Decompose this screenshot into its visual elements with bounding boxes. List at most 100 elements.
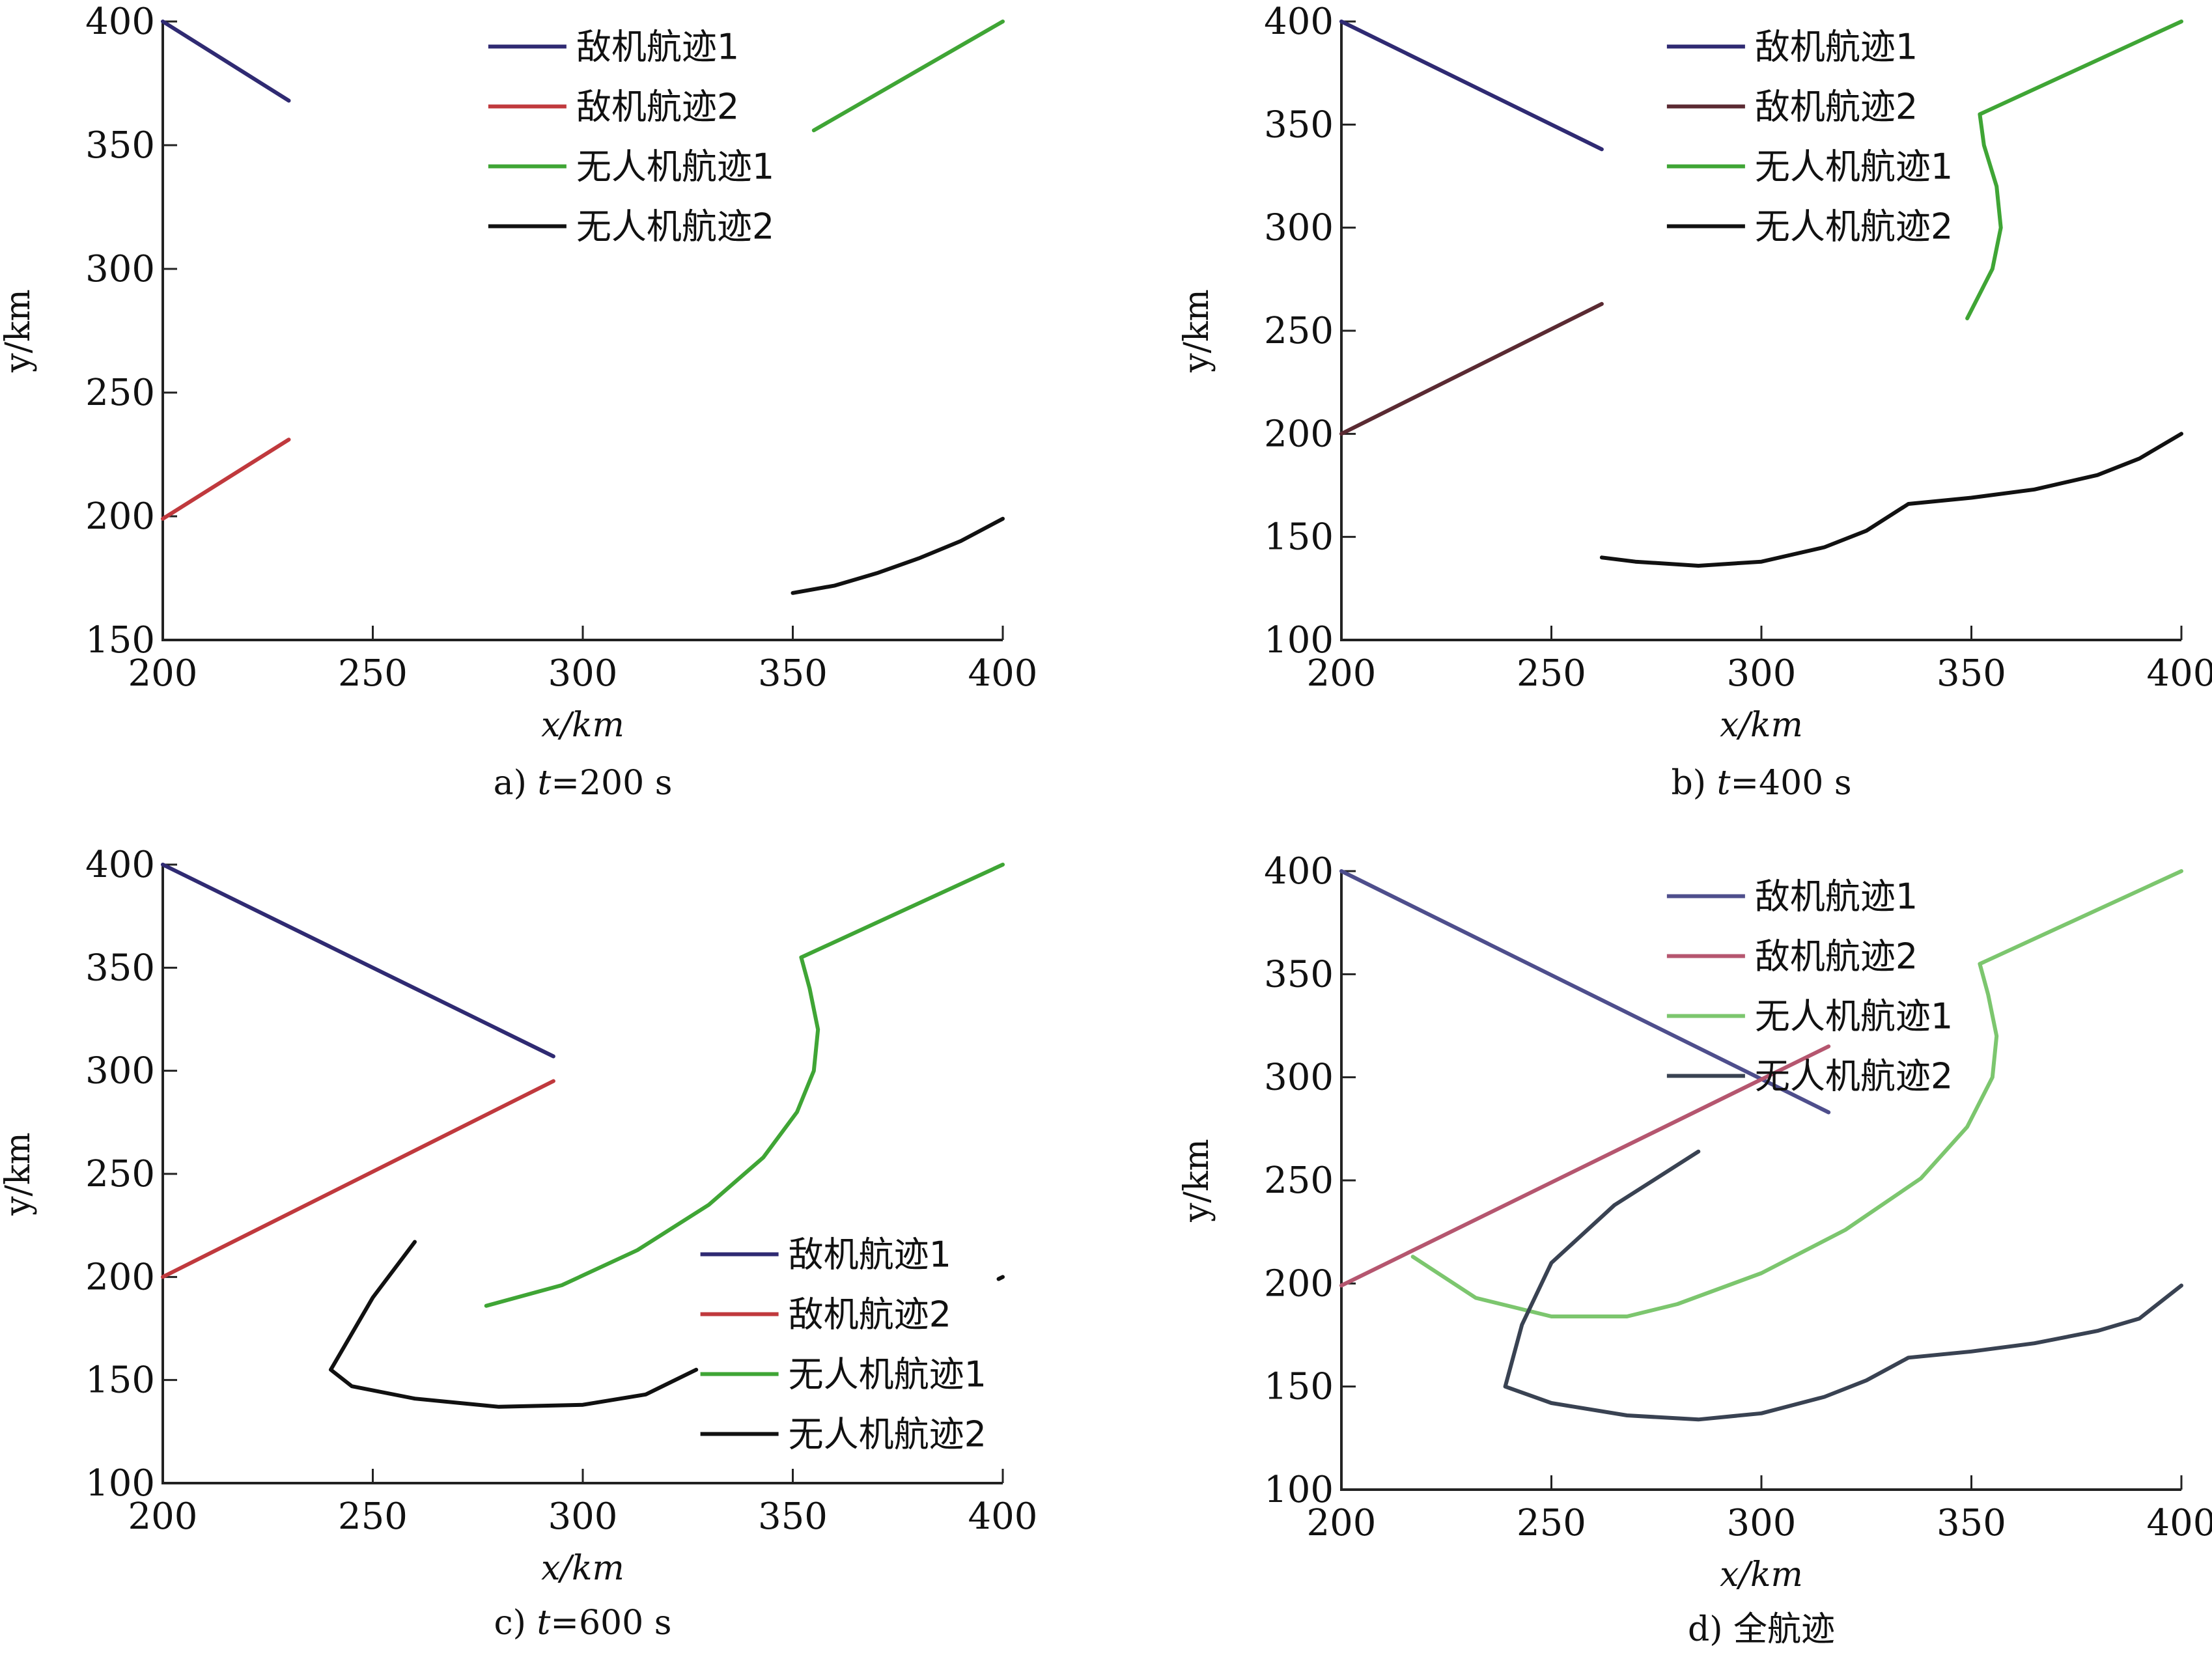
series-line-2 xyxy=(161,1079,555,1279)
legend-label: 敌机航迹1 xyxy=(576,26,739,67)
x-tick-label: 400 xyxy=(968,1495,1038,1538)
x-tick-label: 250 xyxy=(1517,1502,1586,1544)
x-axis-label: x/km xyxy=(1720,1555,1803,1594)
y-tick-label: 300 xyxy=(85,1050,155,1092)
y-tick-label: 150 xyxy=(1264,516,1334,559)
caption-part: a) xyxy=(494,764,538,803)
legend-label: 敌机航迹2 xyxy=(576,86,739,127)
x-axis-label: x/km xyxy=(541,1549,624,1588)
series-line-3 xyxy=(484,863,1005,1308)
chart-panel-b: 200 250 300 350 400 100 150 200 250 300 350 400 x/km… xyxy=(1177,1,2212,803)
y-tick-label: 250 xyxy=(85,1153,155,1195)
caption-part: b) xyxy=(1671,764,1716,803)
series-line-2 xyxy=(1339,1044,1831,1288)
y-tick-label: 400 xyxy=(1264,1,1334,43)
legend-label: 敌机航迹2 xyxy=(1755,936,1918,977)
y-tick-label: 350 xyxy=(85,124,155,167)
caption-part: =400 s xyxy=(1730,764,1851,803)
series-line-5 xyxy=(996,1275,1005,1281)
x-tick-label: 400 xyxy=(2147,1502,2212,1544)
series-line-2 xyxy=(1339,301,1604,436)
x-axis-label: x/km xyxy=(541,706,624,745)
x-tick-label: 400 xyxy=(2147,652,2212,695)
legend-label: 无人机航迹1 xyxy=(1755,995,1953,1036)
series-line-4 xyxy=(791,516,1005,595)
legend: 敌机航迹1 敌机航迹2 无人机航迹1 无人机航迹2 xyxy=(700,1234,987,1455)
y-tick-label: 100 xyxy=(1264,1469,1334,1511)
y-tick-label: 200 xyxy=(1264,1262,1334,1305)
series-line-2 xyxy=(161,438,291,521)
legend-label: 无人机航迹2 xyxy=(789,1414,987,1455)
series-line-1 xyxy=(161,863,555,1059)
x-tick-label: 200 xyxy=(1307,652,1377,695)
legend-label: 无人机航迹1 xyxy=(1755,146,1953,187)
chart-panel-a: 200 250 300 350 400150200250300350400x/kmy/k… xyxy=(0,1,1037,803)
legend: 敌机航迹1 敌机航迹2 无人机航迹1 无人机航迹2 xyxy=(1666,26,1953,247)
y-tick-label: 150 xyxy=(1264,1366,1334,1408)
legend-label: 无人机航迹1 xyxy=(789,1354,987,1395)
y-tick-label: 150 xyxy=(85,1359,155,1402)
x-tick-label: 350 xyxy=(758,652,828,695)
x-tick-label: 300 xyxy=(1727,652,1797,695)
x-tick-label: 200 xyxy=(1307,1502,1377,1544)
y-tick-label: 200 xyxy=(85,1256,155,1298)
panel-caption-b: b) t=400 s xyxy=(1671,764,1851,803)
legend-label: 敌机航迹1 xyxy=(789,1234,951,1275)
x-tick-label: 300 xyxy=(548,1495,618,1538)
series-line-4 xyxy=(1599,432,2183,568)
caption-part: t xyxy=(1717,764,1731,803)
x-tick-label: 250 xyxy=(1517,652,1586,695)
x-tick-label: 300 xyxy=(1727,1502,1797,1544)
series-line-4 xyxy=(329,1240,699,1409)
x-tick-label: 200 xyxy=(128,652,198,695)
x-tick-label: 350 xyxy=(1937,1502,2006,1544)
panel-caption-a: a) t=200 s xyxy=(494,764,673,803)
y-tick-label: 200 xyxy=(1264,413,1334,455)
chart-panel-c: 200 250 300 350 400 100 150 200 250 300 350 400 x/km… xyxy=(0,844,1037,1643)
chart-panel-d: 200 250 300 350 400 100 150 200 250 300 350 400 x/km… xyxy=(1177,850,2212,1649)
series-line-3 xyxy=(811,20,1005,133)
y-tick-label: 350 xyxy=(1264,953,1334,995)
y-tick-label: 300 xyxy=(1264,1057,1334,1099)
caption-part: t xyxy=(537,1604,551,1643)
series-line-1 xyxy=(161,20,291,103)
y-tick-label: 250 xyxy=(1264,310,1334,352)
caption-part: c) xyxy=(494,1604,537,1643)
legend-label: 无人机航迹2 xyxy=(576,206,774,247)
legend-label: 无人机航迹1 xyxy=(576,146,774,187)
y-tick-label: 250 xyxy=(1264,1160,1334,1202)
legend-label: 敌机航迹1 xyxy=(1755,876,1918,917)
x-tick-label: 350 xyxy=(758,1495,828,1538)
caption-part: d) 全航迹 xyxy=(1688,1610,1835,1649)
y-tick-label: 400 xyxy=(1264,850,1334,893)
series-line-3 xyxy=(1410,869,2183,1318)
panel-caption-d: d) 全航迹 xyxy=(1688,1610,1835,1649)
y-tick-label: 100 xyxy=(1264,619,1334,661)
y-tick-label: 300 xyxy=(1264,207,1334,249)
x-tick-label: 350 xyxy=(1937,652,2006,695)
series-line-1 xyxy=(1339,869,1831,1115)
caption-part: t xyxy=(537,764,551,803)
legend-label: 敌机航迹1 xyxy=(1755,26,1918,67)
caption-part: =600 s xyxy=(550,1604,671,1643)
x-axis-label: x/km xyxy=(1720,706,1803,745)
series-line-1 xyxy=(1339,20,1604,152)
legend-label: 敌机航迹2 xyxy=(789,1294,951,1335)
x-tick-label: 250 xyxy=(338,1495,408,1538)
x-tick-label: 300 xyxy=(548,652,618,695)
y-axis-label: y/km xyxy=(0,289,38,373)
panel-caption-c: c) t=600 s xyxy=(494,1604,672,1643)
y-axis-label: y/km xyxy=(1177,289,1216,373)
y-axis-label: y/km xyxy=(0,1132,38,1216)
y-tick-label: 350 xyxy=(1264,104,1334,146)
caption-part: =200 s xyxy=(551,764,672,803)
y-tick-label: 200 xyxy=(85,495,155,538)
y-tick-label: 350 xyxy=(85,947,155,989)
y-axis-label: y/km xyxy=(1177,1139,1216,1223)
y-tick-label: 100 xyxy=(85,1462,155,1505)
legend-label: 敌机航迹2 xyxy=(1755,86,1918,127)
y-tick-label: 300 xyxy=(85,248,155,290)
y-tick-label: 400 xyxy=(85,1,155,43)
y-tick-label: 150 xyxy=(85,619,155,661)
